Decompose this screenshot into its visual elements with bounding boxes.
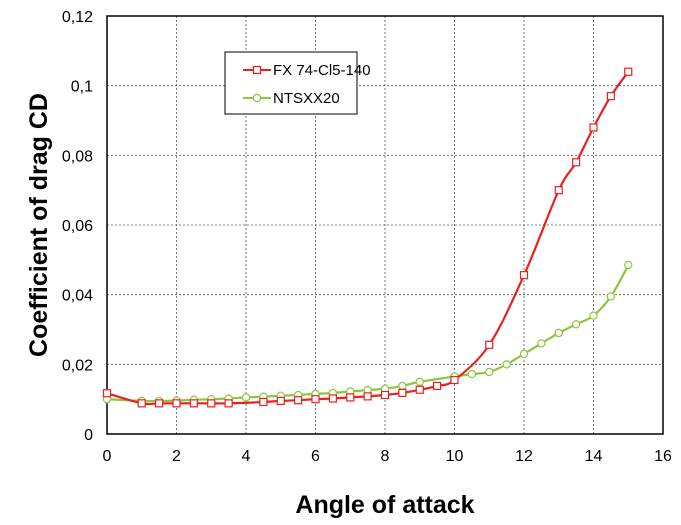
series-layer — [102, 67, 633, 408]
y-tick-label: 0,04 — [62, 288, 93, 305]
data-point — [137, 399, 146, 408]
data-point — [189, 399, 198, 408]
y-axis-title: Coefficient of drag CD — [25, 93, 53, 357]
legend-item-ntsxx20: NTSXX20 — [243, 90, 340, 107]
data-point — [346, 393, 355, 402]
legend-box — [224, 51, 358, 115]
plot-frame — [106, 15, 664, 435]
data-point — [380, 390, 390, 400]
data-point — [571, 320, 581, 329]
data-point — [485, 340, 494, 349]
data-point — [450, 375, 459, 385]
y-tick-label: 0,08 — [62, 148, 93, 165]
legend-item-fx74: FX 74-Cl5-140 — [243, 62, 371, 79]
data-point — [155, 399, 164, 408]
series-fx74 — [102, 67, 633, 408]
data-point — [415, 385, 424, 394]
data-point — [502, 360, 511, 369]
data-point — [172, 399, 181, 408]
data-point — [589, 123, 598, 132]
grid — [107, 16, 663, 434]
x-tick-label: 8 — [381, 448, 390, 465]
series-line — [106, 71, 630, 406]
data-point — [328, 394, 337, 403]
legend-label-ntsxx20: NTSXX20 — [273, 90, 340, 107]
data-point — [554, 186, 563, 195]
legend-marker-ntsxx20 — [252, 93, 262, 103]
data-point — [519, 349, 529, 359]
data-point — [294, 396, 303, 405]
data-point — [537, 339, 546, 348]
data-point — [606, 292, 616, 301]
data-point — [519, 271, 529, 280]
data-point — [624, 260, 633, 270]
y-tick-label: 0,1 — [71, 79, 93, 96]
data-point — [554, 328, 563, 338]
x-tick-label: 4 — [242, 448, 251, 465]
data-point — [259, 397, 268, 407]
data-point — [224, 399, 233, 408]
x-tick-label: 12 — [515, 448, 533, 465]
data-point — [276, 396, 285, 406]
x-tick-label: 6 — [311, 448, 320, 465]
y-tick-label: 0,12 — [62, 9, 93, 26]
data-point — [363, 392, 372, 401]
data-point — [102, 389, 112, 398]
data-point — [241, 393, 251, 402]
data-point — [415, 377, 424, 386]
tick-labels: 0 2 4 6 8 10 12 14 16 0 0,02 0,04 0,06 0,08 0,1 0,12 — [62, 9, 672, 465]
y-tick-label: 0,06 — [62, 218, 93, 235]
y-tick-label: 0,02 — [62, 357, 93, 374]
series-line — [106, 264, 630, 403]
data-point — [589, 311, 598, 320]
data-point — [398, 381, 407, 391]
x-tick-label: 14 — [585, 448, 603, 465]
x-tick-label: 2 — [172, 448, 181, 465]
data-point — [207, 399, 216, 408]
x-tick-label: 16 — [654, 448, 672, 465]
x-tick-label: 0 — [103, 448, 112, 465]
series-ntsxx20 — [102, 260, 633, 406]
data-point — [398, 388, 407, 397]
data-point — [572, 158, 581, 167]
y-tick-label: 0 — [84, 427, 93, 444]
data-point — [433, 381, 442, 391]
data-point — [606, 92, 615, 101]
data-point — [311, 395, 320, 404]
x-tick-label: 10 — [446, 448, 464, 465]
data-point — [624, 67, 633, 76]
data-point — [485, 367, 494, 377]
legend-label-fx74: FX 74-Cl5-140 — [273, 62, 371, 79]
legend: FX 74-Cl5-140 NTSXX20 — [224, 51, 371, 115]
data-point — [467, 369, 477, 379]
legend-marker-fx74 — [252, 65, 262, 75]
x-axis-title: Angle of attack — [295, 491, 474, 519]
